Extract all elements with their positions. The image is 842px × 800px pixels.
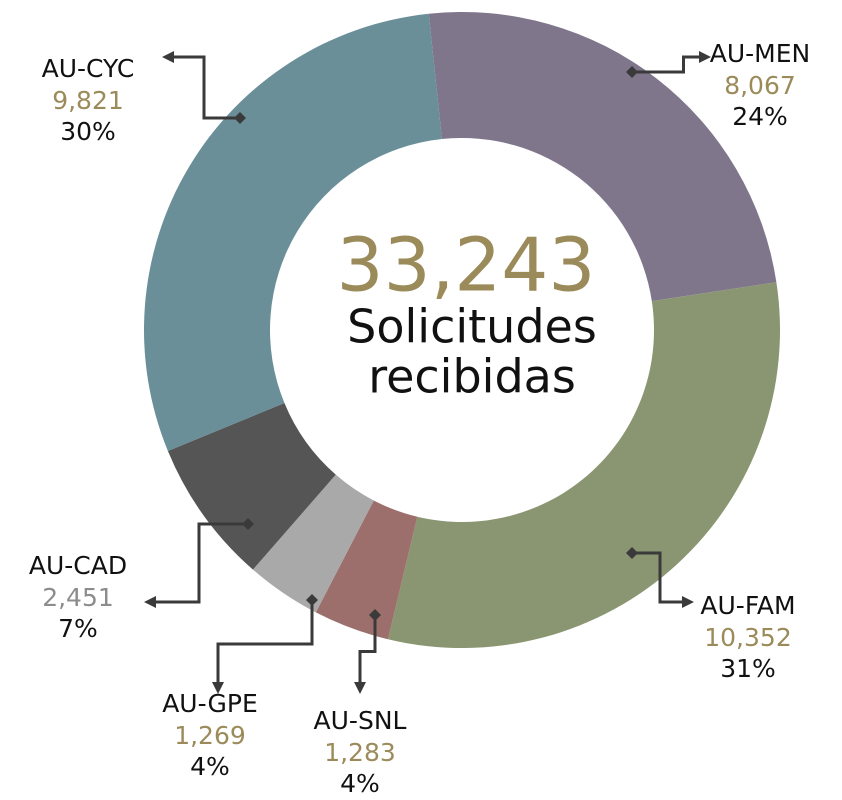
category-label: AU-FAM [700,591,795,620]
value-label: 8,067 [724,71,796,100]
donut-segment [315,500,418,640]
category-label: AU-SNL [314,706,407,735]
donut-segment [167,403,336,570]
donut [144,11,781,648]
value-label: 2,451 [42,583,114,612]
category-label: AU-CYC [42,54,135,83]
percent-label: 4% [340,769,380,798]
percent-label: 24% [732,102,788,131]
donut-segment [252,474,374,613]
percent-label: 7% [58,614,98,643]
donut-segment [144,13,442,451]
donut-segment [387,282,781,648]
center-text: recibidas [368,350,576,404]
category-label: AU-MEN [710,39,811,68]
category-label: AU-GPE [162,689,258,718]
leader-line [632,551,694,608]
center-text: Solicitudes [347,300,597,354]
leader-line [354,615,377,694]
leader-dot [626,66,638,78]
percent-label: 4% [190,752,230,781]
value-label: 1,283 [324,738,396,767]
value-label: 1,269 [174,721,246,750]
percent-label: 30% [60,117,116,146]
leader-line [632,51,711,74]
donut-segment [428,11,777,302]
leader-dot [234,112,246,124]
percent-label: 31% [720,654,776,683]
leader-line [144,522,248,608]
leader-dot [626,547,638,559]
value-label: 9,821 [52,86,124,115]
leader-line [162,51,240,120]
leader-dot [369,609,381,621]
category-label: AU-CAD [29,551,127,580]
value-label: 10,352 [704,623,791,652]
leader-line [212,600,314,694]
center-total: 33,243 [337,223,596,309]
leader-dot [306,594,318,606]
leader-dot [242,518,254,530]
